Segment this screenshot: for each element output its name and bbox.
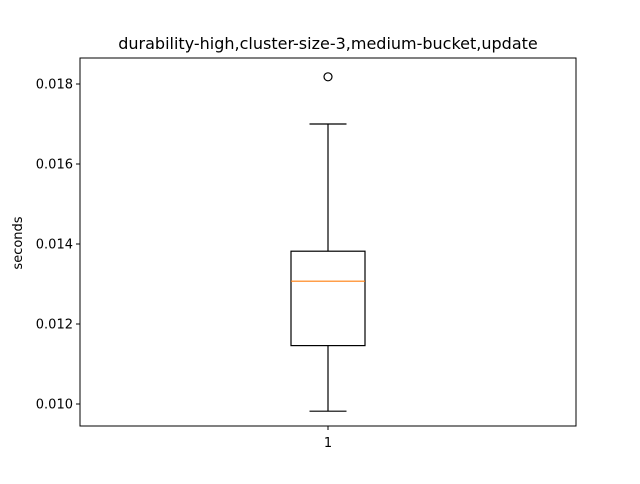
y-tick-label: 0.010 [36, 398, 73, 413]
y-tick-label: 0.012 [36, 318, 73, 333]
plot-area: 0.010 0.012 0.014 0.016 0.018 1 [36, 72, 366, 451]
y-tick-label: 0.014 [36, 238, 73, 253]
chart-title: durability-high,cluster-size-3,medium-bu… [118, 34, 538, 53]
x-tick-label: 1 [324, 436, 332, 451]
y-axis-label: seconds [11, 216, 26, 269]
y-tick-label: 0.016 [36, 158, 73, 173]
plot-frame [79, 57, 577, 427]
y-tick-label: 0.018 [36, 78, 73, 93]
outlier-point [323, 72, 333, 82]
interquartile-box [290, 250, 366, 347]
